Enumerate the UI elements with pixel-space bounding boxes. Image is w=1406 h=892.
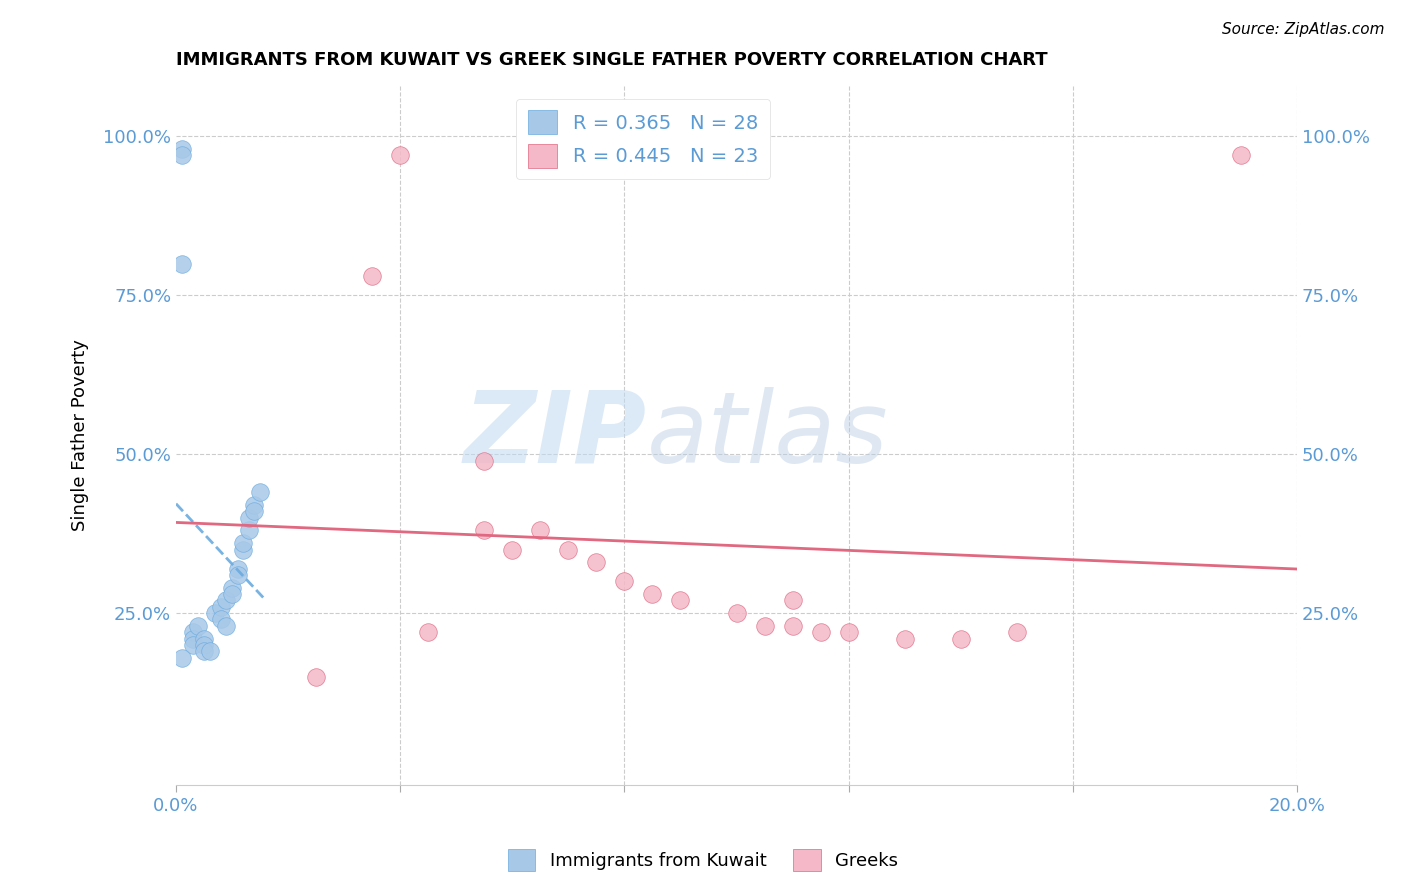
Point [1005,625,1028,640]
Point [501,542,523,557]
Point [838,625,860,640]
Point [226,568,249,582]
Point [181,625,204,640]
Point [557,542,579,557]
Point [418,625,440,640]
Text: ZIP: ZIP [464,386,647,483]
Point [243,498,266,512]
Point [893,632,915,646]
Point [221,587,243,601]
Point [529,524,551,538]
Point [669,593,692,607]
Point [249,485,271,500]
Point [215,619,238,633]
Point [215,593,238,607]
Text: Source: ZipAtlas.com: Source: ZipAtlas.com [1222,22,1385,37]
Point [782,619,804,633]
Point [238,510,260,524]
Point [209,599,232,614]
Point [181,632,204,646]
Point [170,148,193,162]
Legend: R = 0.365   N = 28, R = 0.445   N = 23: R = 0.365 N = 28, R = 0.445 N = 23 [516,99,769,179]
Point [181,638,204,652]
Point [193,632,215,646]
Legend: Immigrants from Kuwait, Greeks: Immigrants from Kuwait, Greeks [501,842,905,879]
Text: atlas: atlas [647,386,889,483]
Point [209,612,232,626]
Point [226,561,249,575]
Point [585,555,607,569]
Point [949,632,972,646]
Point [204,606,226,620]
Point [170,650,193,665]
Point [170,142,193,156]
Text: IMMIGRANTS FROM KUWAIT VS GREEK SINGLE FATHER POVERTY CORRELATION CHART: IMMIGRANTS FROM KUWAIT VS GREEK SINGLE F… [176,51,1047,69]
Point [198,644,221,658]
Point [472,524,495,538]
Point [641,587,664,601]
Point [472,453,495,467]
Point [238,524,260,538]
Point [361,269,384,284]
Y-axis label: Single Father Poverty: Single Father Poverty [72,339,89,531]
Point [232,536,254,550]
Point [221,581,243,595]
Point [305,670,328,684]
Point [810,625,832,640]
Point [389,148,412,162]
Point [754,619,776,633]
Point [1230,148,1253,162]
Point [187,619,209,633]
Point [725,606,748,620]
Point [170,256,193,270]
Point [232,542,254,557]
Point [613,574,636,589]
Point [193,644,215,658]
Point [243,504,266,518]
Point [782,593,804,607]
Point [193,638,215,652]
